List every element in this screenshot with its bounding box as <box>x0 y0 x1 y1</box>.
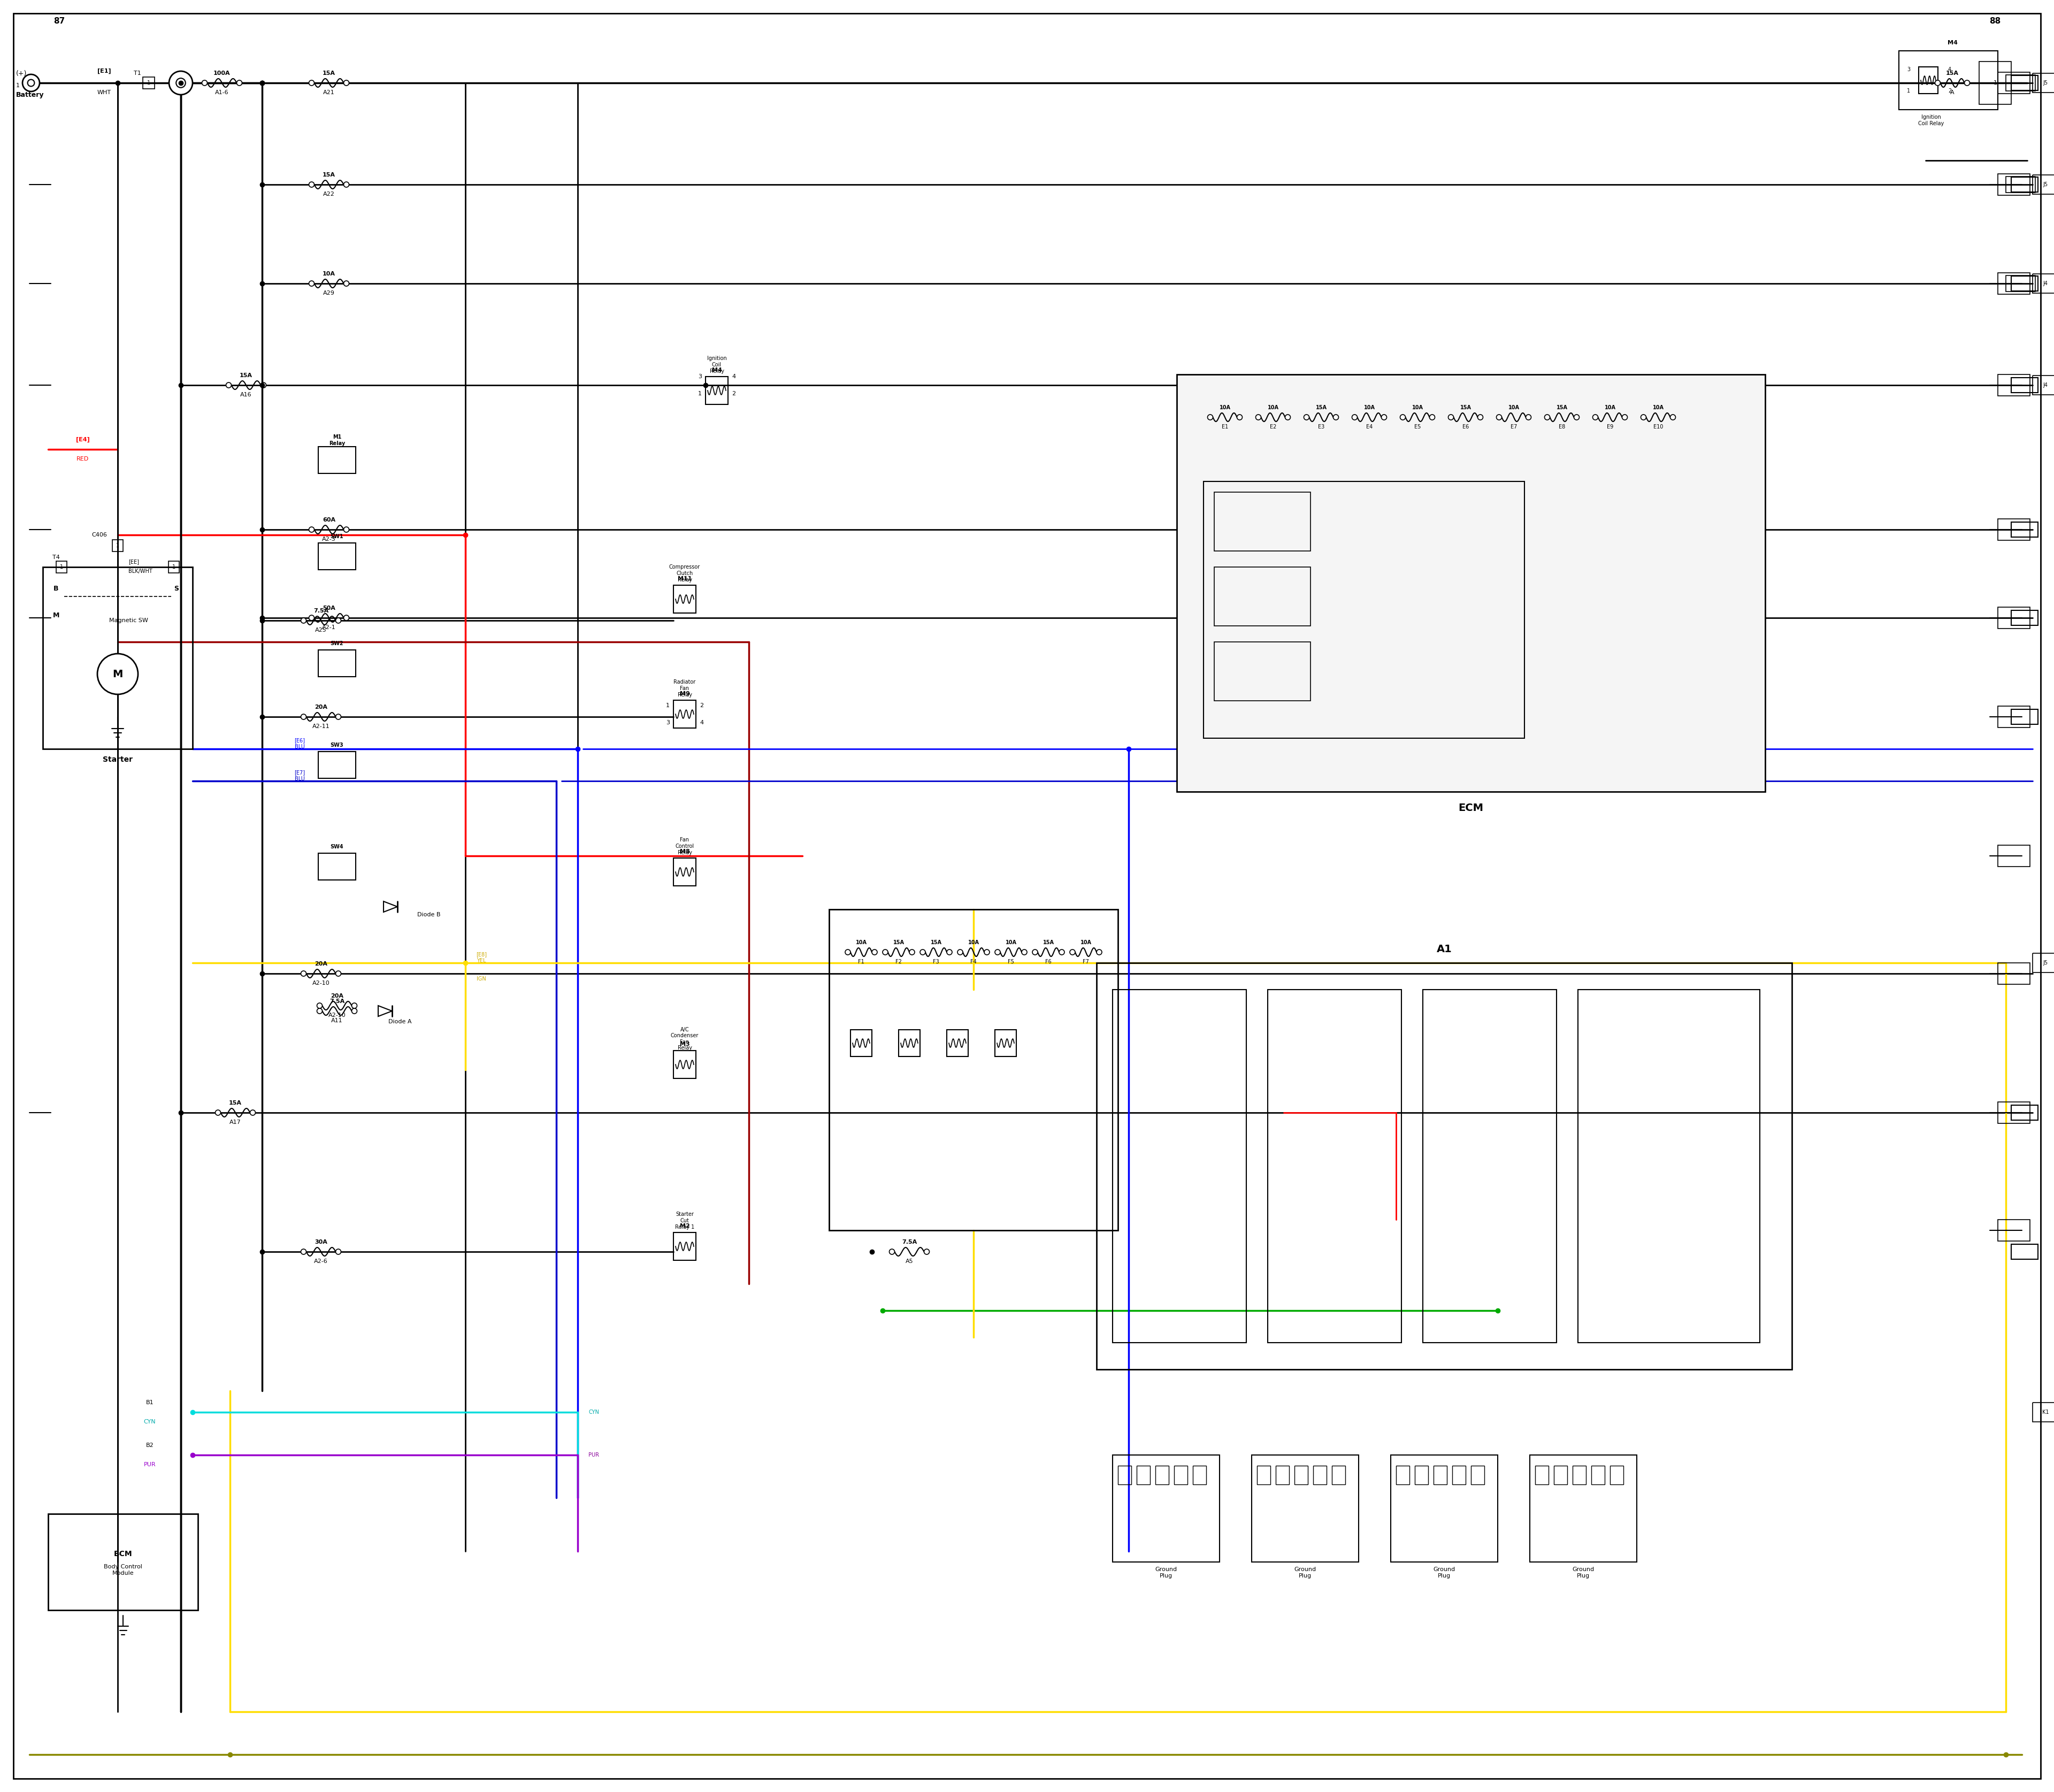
Text: IGN: IGN <box>477 977 487 982</box>
Text: ECM: ECM <box>1458 803 1483 814</box>
Circle shape <box>871 950 877 955</box>
Text: 88: 88 <box>1988 18 2001 25</box>
Text: F5: F5 <box>1009 959 1015 964</box>
Circle shape <box>1033 950 1037 955</box>
Bar <box>1154 1466 1169 1484</box>
Circle shape <box>168 72 193 95</box>
Text: A29: A29 <box>322 290 335 296</box>
Text: [E6]
BLU: [E6] BLU <box>294 738 304 749</box>
Bar <box>1193 1466 1206 1484</box>
Text: PUR: PUR <box>587 1452 600 1457</box>
Text: A2-10: A2-10 <box>329 1012 345 1018</box>
Text: 10A: 10A <box>1267 405 1280 410</box>
Bar <box>1918 66 1937 93</box>
Bar <box>2011 611 2038 625</box>
Text: A2-11: A2-11 <box>312 724 331 729</box>
Text: 4: 4 <box>700 720 702 726</box>
Text: F6: F6 <box>1045 959 1052 964</box>
Circle shape <box>1097 950 1101 955</box>
Circle shape <box>1304 414 1308 419</box>
Text: 50A: 50A <box>322 606 335 611</box>
Text: Ground
Plug: Ground Plug <box>1434 1566 1454 1579</box>
Text: Fan
Control
Relay: Fan Control Relay <box>676 837 694 855</box>
Text: 10A: 10A <box>857 939 867 944</box>
Bar <box>2033 274 2054 294</box>
Circle shape <box>97 654 138 694</box>
Circle shape <box>984 950 990 955</box>
Circle shape <box>1573 414 1580 419</box>
Bar <box>1214 566 1310 625</box>
Bar <box>318 543 355 570</box>
Text: A2-1: A2-1 <box>322 625 337 631</box>
Text: M9: M9 <box>680 692 690 697</box>
Bar <box>1397 1466 1409 1484</box>
Text: Compressor
Clutch
Relay: Compressor Clutch Relay <box>670 564 700 582</box>
Text: A2-10: A2-10 <box>312 980 331 986</box>
Bar <box>1415 1466 1428 1484</box>
Text: A2-3: A2-3 <box>322 536 337 541</box>
Circle shape <box>1641 414 1645 419</box>
Bar <box>1204 482 1524 738</box>
Circle shape <box>1592 414 1598 419</box>
Circle shape <box>844 950 850 955</box>
Bar <box>1175 1466 1187 1484</box>
Bar <box>674 586 696 613</box>
Bar <box>2007 75 2036 91</box>
Circle shape <box>1255 414 1261 419</box>
Text: A25: A25 <box>314 627 327 633</box>
Circle shape <box>1545 414 1551 419</box>
Text: Ignition
Coil
Relay: Ignition Coil Relay <box>707 357 727 375</box>
Bar <box>2033 176 2054 194</box>
Circle shape <box>335 971 341 977</box>
Circle shape <box>1477 414 1483 419</box>
Text: E2: E2 <box>1269 425 1276 430</box>
Circle shape <box>335 618 341 624</box>
Circle shape <box>1286 414 1290 419</box>
Text: E4: E4 <box>1366 425 1372 430</box>
Text: E7: E7 <box>1510 425 1518 430</box>
Text: J4: J4 <box>2044 382 2048 387</box>
Text: E8: E8 <box>1559 425 1565 430</box>
Bar <box>674 701 696 728</box>
Text: 15A: 15A <box>893 939 904 944</box>
Bar <box>2011 1106 2038 1120</box>
Text: E9: E9 <box>1606 425 1612 430</box>
Bar <box>1999 607 2029 629</box>
Bar <box>1999 375 2029 396</box>
Circle shape <box>883 950 887 955</box>
Text: 1: 1 <box>60 564 64 570</box>
Text: [EE]: [EE] <box>127 559 140 564</box>
Circle shape <box>300 971 306 977</box>
Circle shape <box>300 715 306 719</box>
Text: 15A: 15A <box>228 1100 242 1106</box>
Bar <box>1257 1466 1269 1484</box>
Circle shape <box>920 950 926 955</box>
Text: WHT: WHT <box>97 90 111 95</box>
Bar <box>1251 1455 1358 1563</box>
Text: 7.5A: 7.5A <box>314 607 329 613</box>
Bar <box>318 853 355 880</box>
Circle shape <box>226 382 232 387</box>
Text: 1: 1 <box>148 81 150 86</box>
Circle shape <box>343 181 349 186</box>
Text: S: S <box>175 584 179 591</box>
Circle shape <box>236 81 242 86</box>
Bar <box>113 539 123 552</box>
Text: CYN: CYN <box>587 1410 600 1416</box>
Bar <box>144 77 154 90</box>
Text: A2-6: A2-6 <box>314 1258 329 1263</box>
Circle shape <box>1333 414 1339 419</box>
Text: 10A: 10A <box>1653 405 1664 410</box>
Bar <box>318 650 355 677</box>
Text: 3: 3 <box>698 375 702 380</box>
Bar <box>1610 1466 1623 1484</box>
Text: 1: 1 <box>173 564 175 570</box>
Circle shape <box>957 950 963 955</box>
Text: A1: A1 <box>1436 944 1452 955</box>
Text: M3: M3 <box>680 1041 690 1047</box>
Bar <box>1267 989 1401 1342</box>
Circle shape <box>994 950 1000 955</box>
Circle shape <box>1070 950 1074 955</box>
Text: T4: T4 <box>53 556 60 561</box>
Bar <box>1573 1466 1586 1484</box>
